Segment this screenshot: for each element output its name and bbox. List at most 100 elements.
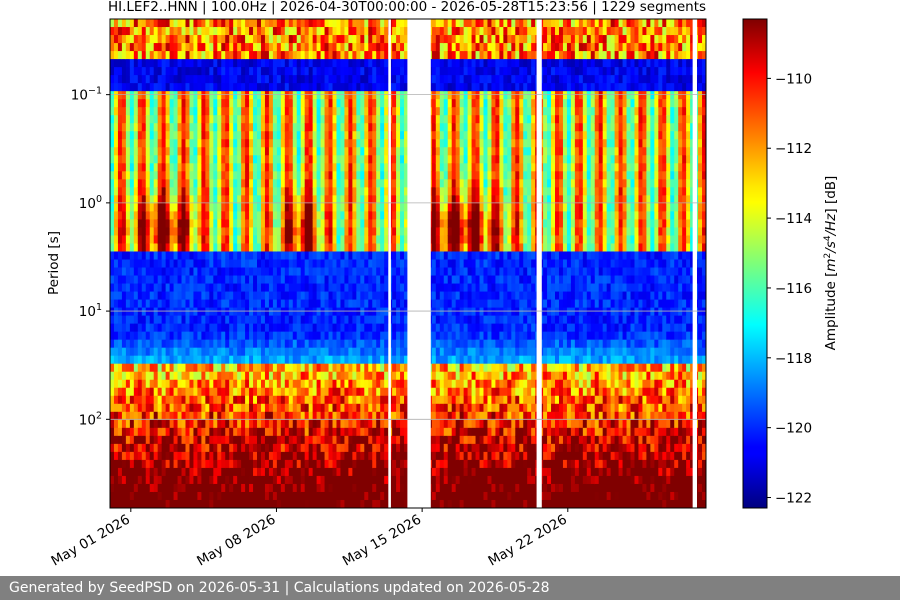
heatmap-cell [221, 331, 226, 341]
heatmap-cell [284, 219, 290, 229]
heatmap-cell [268, 395, 274, 405]
heatmap-cell [249, 331, 254, 341]
heatmap-cell [396, 283, 401, 293]
heatmap-cell [209, 43, 214, 52]
heatmap-cell [300, 307, 306, 317]
heatmap-cell [404, 211, 409, 221]
heatmap-cell [133, 435, 139, 445]
heatmap-cell [165, 19, 171, 28]
heatmap-cell [221, 363, 226, 373]
heatmap-cell [292, 427, 298, 437]
heatmap-cell [245, 99, 250, 108]
heatmap-cell [197, 339, 202, 349]
heatmap-cell [149, 435, 155, 445]
heatmap-cell [145, 483, 151, 493]
heatmap-cell [149, 299, 155, 309]
heatmap-cell [272, 419, 278, 429]
heatmap-cell [352, 363, 357, 373]
heatmap-cell [268, 427, 274, 437]
heatmap-cell [233, 323, 238, 333]
heatmap-cell [384, 155, 389, 164]
heatmap-cell [280, 363, 286, 373]
heatmap-cell [324, 283, 330, 293]
heatmap-cell [113, 419, 119, 429]
heatmap-cell [157, 131, 163, 140]
heatmap-cell [344, 411, 349, 421]
heatmap-cell [161, 355, 167, 365]
heatmap-cell [121, 155, 127, 164]
heatmap-cell [249, 363, 254, 373]
heatmap-cell [189, 67, 195, 76]
heatmap-cell [141, 91, 147, 100]
heatmap-cell [320, 195, 326, 204]
heatmap-cell [165, 283, 171, 293]
heatmap-cell [141, 219, 147, 229]
heatmap-cell [229, 459, 234, 469]
heatmap-cell [197, 123, 202, 132]
heatmap-cell [376, 363, 381, 373]
heatmap-cell [348, 379, 353, 389]
heatmap-cell [177, 251, 183, 261]
heatmap-cell [400, 283, 405, 293]
heatmap-cell [201, 179, 206, 188]
heatmap-cell [121, 371, 127, 381]
heatmap-cell [308, 107, 314, 116]
heatmap-cell [260, 99, 266, 108]
heatmap-cell [209, 307, 214, 317]
heatmap-cell [376, 339, 381, 349]
heatmap-cell [217, 483, 222, 493]
heatmap-cell [121, 115, 127, 124]
heatmap-cell [157, 363, 163, 373]
heatmap-cell [380, 243, 385, 253]
heatmap-cell [181, 75, 187, 84]
heatmap-cell [308, 155, 314, 164]
heatmap-cell [173, 467, 179, 477]
heatmap-cell [352, 75, 357, 84]
heatmap-cell [332, 395, 338, 405]
heatmap-cell [404, 499, 409, 508]
heatmap-cell [165, 51, 171, 60]
heatmap-cell [257, 227, 262, 237]
heatmap-cell [344, 307, 349, 317]
heatmap-cell [344, 283, 349, 293]
heatmap-cell [360, 83, 365, 92]
heatmap-cell [288, 75, 294, 84]
heatmap-cell [245, 139, 250, 148]
heatmap-cell [233, 75, 238, 84]
heatmap-cell [296, 371, 302, 381]
heatmap-cell [173, 491, 179, 501]
heatmap-cell [344, 19, 349, 28]
heatmap-cell [177, 59, 183, 68]
heatmap-cell [165, 315, 171, 325]
heatmap-cell [129, 331, 135, 341]
heatmap-cell [161, 179, 167, 188]
heatmap-cell [276, 379, 282, 389]
heatmap-cell [233, 115, 238, 124]
heatmap-cell [276, 451, 282, 461]
heatmap-cell [344, 339, 349, 349]
heatmap-cell [356, 251, 361, 261]
heatmap-cell [328, 491, 334, 501]
heatmap-cell [145, 299, 151, 309]
heatmap-cell [328, 331, 334, 341]
heatmap-cell [137, 307, 143, 317]
heatmap-cell [165, 363, 171, 373]
heatmap-cell [125, 475, 131, 485]
heatmap-cell [288, 275, 294, 285]
heatmap-cell [308, 299, 314, 309]
heatmap-cell [352, 243, 357, 253]
heatmap-cell [169, 115, 175, 124]
heatmap-cell [316, 147, 322, 156]
heatmap-cell [280, 123, 286, 132]
heatmap-cell [340, 227, 346, 237]
heatmap-cell [324, 43, 330, 52]
heatmap-cell [117, 363, 123, 373]
heatmap-cell [348, 475, 353, 485]
heatmap-cell [245, 227, 250, 237]
heatmap-cell [217, 267, 222, 277]
heatmap-cell [364, 291, 369, 301]
heatmap-cell [181, 259, 187, 269]
heatmap-cell [185, 123, 191, 132]
heatmap-cell [161, 483, 167, 493]
heatmap-cell [356, 339, 361, 349]
